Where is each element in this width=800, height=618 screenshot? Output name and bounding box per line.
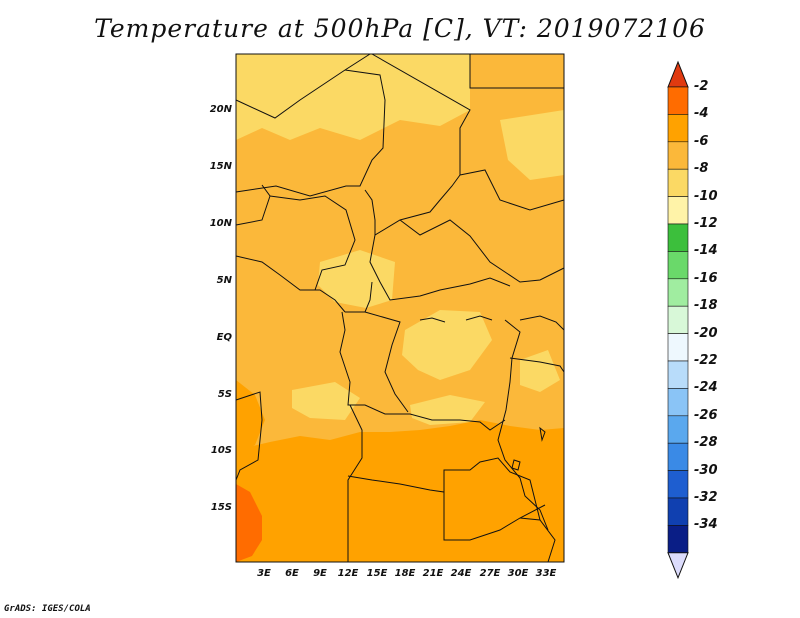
colorbar-swatch <box>667 114 689 143</box>
colorbar-swatch <box>667 360 689 389</box>
lon-label-9e: 9E <box>313 568 327 579</box>
border-3 <box>364 53 471 236</box>
lat-label-15s: 15S <box>210 502 232 513</box>
lat-label-eq: EQ <box>216 332 232 343</box>
border-1 <box>235 53 371 119</box>
light-patch-north <box>236 54 470 140</box>
colorbar-label: -2 <box>694 79 709 94</box>
map-title: Temperature at 500hPa [C], VT: 201907210… <box>94 14 706 43</box>
light-patch-southwest <box>292 382 360 420</box>
border-19 <box>519 315 565 331</box>
lat-label-5n: 5N <box>216 275 232 286</box>
field-warm-south <box>236 420 564 562</box>
lon-label-30e: 30E <box>507 568 529 579</box>
border-8 <box>235 255 346 313</box>
colorbar-swatch <box>667 497 689 526</box>
colorbar-swatch <box>667 305 689 334</box>
lon-label-6e: 6E <box>285 568 299 579</box>
lon-label-33e: 33E <box>535 568 557 579</box>
river-1 <box>419 317 446 323</box>
colorbar-label: -26 <box>694 407 718 423</box>
colorbar-swatch <box>667 442 689 471</box>
light-patch-congo <box>402 310 492 380</box>
border-2 <box>235 69 386 197</box>
field-warmest-southwest <box>236 484 262 562</box>
lat-label-10s: 10S <box>210 445 232 456</box>
colorbar-label: -16 <box>694 270 718 286</box>
coast-west <box>235 391 263 481</box>
lat-label-5s: 5S <box>217 389 232 400</box>
colorbar-swatch <box>667 86 689 115</box>
border-15 <box>347 404 363 562</box>
border-16 <box>347 457 541 521</box>
border-7 <box>369 234 511 301</box>
colorbar-swatch <box>667 388 689 417</box>
border-14 <box>497 319 549 531</box>
lon-label-18e: 18E <box>394 568 416 579</box>
river-2 <box>465 315 493 321</box>
colorbar-swatch <box>667 223 689 252</box>
field-lighter-patches <box>236 54 564 425</box>
colorbar-swatch <box>667 333 689 362</box>
colorbar-label: -32 <box>694 490 718 505</box>
lat-label-20n: 20N <box>209 104 232 115</box>
border-11 <box>269 195 356 291</box>
light-patch-northeast <box>500 110 564 180</box>
grads-credit: GrADS: IGES/COLA <box>4 604 91 614</box>
lon-label-3e: 3E <box>257 568 271 579</box>
border-9 <box>345 281 373 313</box>
colorbar-label: -6 <box>694 133 709 149</box>
colorbar-label: -10 <box>694 188 718 204</box>
colorbar-label: -30 <box>694 462 718 478</box>
field-warm-west <box>236 380 265 455</box>
colorbar-label: -18 <box>694 298 718 314</box>
colorbar-label: -34 <box>694 517 718 533</box>
colorbar-swatch <box>667 415 689 444</box>
colorbar-swatch <box>667 196 689 225</box>
colorbar-bottom-arrow <box>667 552 689 580</box>
colorbar-swatch <box>667 278 689 307</box>
colorbar-label: -12 <box>694 216 718 231</box>
colorbar-swatch <box>667 470 689 499</box>
lon-label-15e: 15E <box>366 568 388 579</box>
lon-label-12e: 12E <box>337 568 359 579</box>
border-18 <box>519 517 556 563</box>
light-patch-center <box>318 250 395 308</box>
border-17 <box>443 492 546 541</box>
light-patch-south-center <box>410 395 485 425</box>
lat-label-15n: 15N <box>209 161 232 172</box>
lon-label-24e: 24E <box>450 568 472 579</box>
colorbar-label: -14 <box>694 243 718 259</box>
lat-label-10n: 10N <box>209 218 232 229</box>
border-13 <box>364 311 409 413</box>
lon-label-27e: 27E <box>479 568 501 579</box>
border-10 <box>235 184 271 226</box>
border-6 <box>399 219 565 283</box>
colorbar-label: -8 <box>694 161 709 177</box>
border-20 <box>509 357 565 373</box>
border-5 <box>459 169 565 211</box>
lon-label-21e: 21E <box>422 568 444 579</box>
map-frame <box>235 53 565 563</box>
country-borders <box>235 53 565 563</box>
colorbar-label: -28 <box>694 435 718 451</box>
colorbar-label: -24 <box>694 380 718 396</box>
colorbar-swatch <box>667 525 689 554</box>
border-12 <box>339 311 506 431</box>
colorbar-swatch <box>667 168 689 197</box>
border-4 <box>469 54 564 89</box>
colorbar-label: -20 <box>694 325 718 341</box>
colorbar-swatch <box>667 141 689 170</box>
colorbar-swatch <box>667 251 689 280</box>
lake-1 <box>511 459 521 471</box>
colorbar-top-arrow <box>667 60 689 88</box>
lake-2 <box>539 426 546 442</box>
colorbar-label: -22 <box>694 353 718 368</box>
colorbar-label: -4 <box>694 106 709 122</box>
